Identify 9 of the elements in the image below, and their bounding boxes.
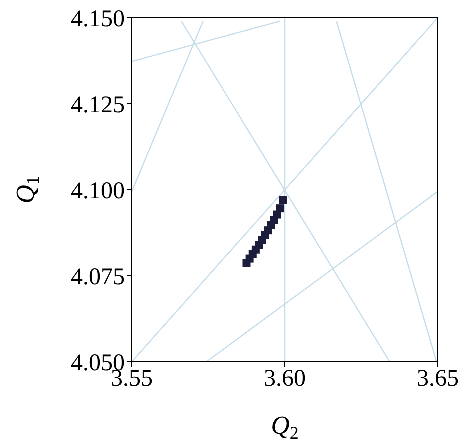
x-tick-label: 3.60 bbox=[264, 366, 306, 392]
y-tick-label: 4.100 bbox=[71, 178, 125, 205]
x-axis-title: Q$_{2}$ bbox=[271, 411, 299, 442]
x-tick-label: 3.65 bbox=[417, 366, 459, 392]
y-tick-label: 4.075 bbox=[71, 264, 125, 291]
point bbox=[279, 196, 288, 204]
y-tick-label: 4.150 bbox=[71, 6, 125, 33]
y-tick-label: 4.125 bbox=[71, 92, 125, 119]
point bbox=[276, 204, 284, 213]
